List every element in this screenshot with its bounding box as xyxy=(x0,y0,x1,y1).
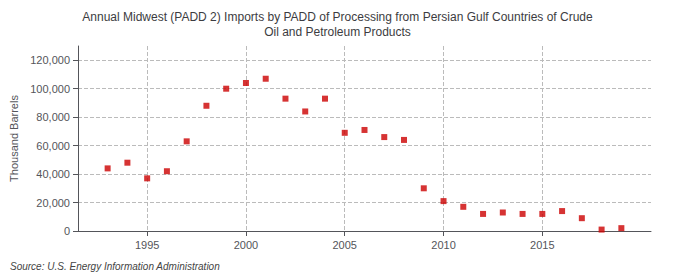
svg-text:Source: U.S. Energy Informatio: Source: U.S. Energy Information Administ… xyxy=(10,261,220,272)
svg-text:20,000: 20,000 xyxy=(36,197,70,209)
svg-text:80,000: 80,000 xyxy=(36,111,70,123)
svg-text:100,000: 100,000 xyxy=(30,83,70,95)
svg-text:40,000: 40,000 xyxy=(36,168,70,180)
svg-text:2005: 2005 xyxy=(332,239,356,251)
svg-text:Oil and Petroleum Products: Oil and Petroleum Products xyxy=(264,25,411,39)
svg-text:0: 0 xyxy=(64,225,70,237)
svg-text:60,000: 60,000 xyxy=(36,140,70,152)
svg-text:2000: 2000 xyxy=(234,239,258,251)
svg-text:2015: 2015 xyxy=(530,239,554,251)
svg-text:2010: 2010 xyxy=(431,239,455,251)
svg-text:Annual Midwest (PADD 2) Import: Annual Midwest (PADD 2) Imports by PADD … xyxy=(82,10,593,24)
svg-text:1995: 1995 xyxy=(135,239,159,251)
svg-text:Thousand Barrels: Thousand Barrels xyxy=(8,95,20,182)
svg-text:120,000: 120,000 xyxy=(30,54,70,66)
